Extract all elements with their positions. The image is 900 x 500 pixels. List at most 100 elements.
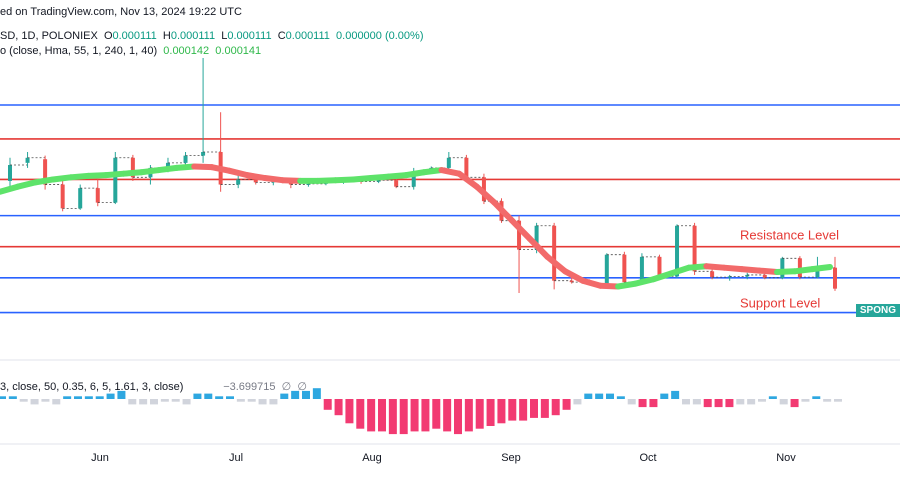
- hma-segment: [579, 277, 604, 289]
- candle-body: [710, 271, 715, 278]
- hma-segment: [544, 253, 569, 275]
- x-tick-label: Sep: [501, 452, 521, 464]
- candle-body: [727, 276, 732, 278]
- x-tick-label: Jun: [91, 452, 109, 464]
- indicator-legend[interactable]: o (close, Hma, 55, 1, 240, 1, 40) 0.0001…: [0, 45, 261, 57]
- histogram-bar: [464, 399, 473, 432]
- histogram-bar: [768, 396, 777, 399]
- histogram-bar: [671, 390, 680, 399]
- histogram-bar: [334, 399, 343, 416]
- histogram-bar: [226, 396, 234, 399]
- candle-body: [569, 280, 574, 283]
- histogram-bar: [443, 399, 452, 432]
- histogram-bar: [562, 399, 571, 410]
- histogram-bar: [367, 399, 376, 432]
- hma-segment: [809, 263, 833, 273]
- histogram-bar: [302, 390, 310, 399]
- candle-body: [43, 159, 48, 185]
- indicator-value-1: 0.000142: [163, 45, 210, 57]
- histogram-bar: [388, 399, 397, 435]
- published-line: ed on TradingView.com, Nov 13, 2024 19:2…: [0, 6, 242, 18]
- candle-body: [78, 188, 83, 209]
- histogram-bar: [95, 396, 104, 399]
- candle-body: [201, 152, 206, 156]
- candle-body: [464, 157, 469, 178]
- candle-body: [604, 254, 609, 284]
- histogram-bar: [215, 396, 224, 399]
- histogram-bar: [74, 396, 82, 399]
- candle-body: [25, 157, 30, 163]
- histogram-bar: [150, 399, 158, 405]
- histogram-bar: [117, 390, 126, 399]
- histogram-bar: [790, 399, 799, 408]
- histogram-bar: [703, 399, 712, 408]
- oscillator-symbol-2: ∅: [297, 381, 307, 393]
- high-label: H: [162, 30, 171, 42]
- histogram-bar: [106, 393, 115, 399]
- candle-body: [60, 184, 65, 209]
- histogram-bar: [30, 399, 39, 405]
- resistance-label: Resistance Level: [740, 228, 839, 243]
- histogram-bar: [801, 399, 810, 402]
- histogram-bar: [540, 399, 549, 418]
- candle-body: [113, 157, 118, 203]
- histogram-bar: [269, 399, 278, 405]
- candle-body: [815, 267, 820, 278]
- histogram-bar: [508, 399, 517, 421]
- histogram-bar: [139, 399, 148, 405]
- candle-body: [745, 274, 750, 277]
- histogram-bar: [660, 393, 669, 399]
- candle-body: [253, 179, 258, 183]
- hma-segment: [526, 235, 551, 260]
- histogram-bar: [551, 399, 560, 416]
- hma-segment: [14, 179, 39, 190]
- support-label: Support Level: [740, 296, 820, 311]
- candle-body: [622, 254, 627, 283]
- x-tick-label: Aug: [362, 452, 382, 464]
- histogram-bar: [649, 399, 658, 408]
- histogram-bar: [19, 399, 28, 402]
- histogram-bar: [595, 393, 604, 399]
- close-value: 0.000111: [285, 30, 330, 42]
- histogram-bar: [834, 399, 842, 402]
- hma-segment: [650, 270, 675, 283]
- histogram-bar: [779, 399, 788, 405]
- histogram-bar: [736, 399, 745, 405]
- histogram-bar: [486, 399, 495, 426]
- candle-body: [8, 165, 12, 181]
- histogram-bar: [714, 399, 723, 408]
- hma-segment: [473, 183, 498, 206]
- histogram-bar: [530, 399, 538, 418]
- histogram-bar: [682, 399, 690, 405]
- histogram-bar: [312, 388, 321, 399]
- histogram-bar: [692, 399, 701, 405]
- hma-segment: [0, 183, 21, 195]
- histogram-bar: [128, 399, 137, 405]
- candle-body: [165, 162, 170, 168]
- ohlc-legend[interactable]: SD, 1D, POLONIEX O0.000111 H0.000111 L0.…: [0, 30, 423, 42]
- candle-body: [639, 256, 644, 283]
- candle-body: [95, 188, 100, 203]
- histogram-bar: [378, 399, 386, 432]
- histogram-bar: [0, 396, 6, 399]
- candle-body: [517, 220, 522, 250]
- candle-body: [657, 256, 662, 277]
- candle-body: [376, 180, 381, 182]
- hma-segment: [226, 167, 251, 179]
- histogram-bar: [519, 399, 528, 421]
- candle-body: [394, 180, 399, 187]
- histogram-bar: [399, 399, 408, 435]
- histogram-bar: [627, 399, 636, 405]
- x-tick-label: Nov: [776, 452, 796, 464]
- histogram-bar: [410, 399, 419, 432]
- hma-segment: [632, 276, 657, 287]
- histogram-bar: [280, 393, 289, 399]
- oscillator-text: 3, close, 50, 0.35, 6, 5, 1.61, 3, close…: [0, 381, 184, 393]
- histogram-bar: [616, 396, 625, 399]
- high-value: 0.000111: [170, 30, 216, 42]
- candle-body: [692, 225, 697, 272]
- histogram-bar: [475, 399, 484, 429]
- oscillator-legend[interactable]: 3, close, 50, 0.35, 6, 5, 1.61, 3, close…: [0, 380, 307, 393]
- histogram-bar: [63, 396, 72, 399]
